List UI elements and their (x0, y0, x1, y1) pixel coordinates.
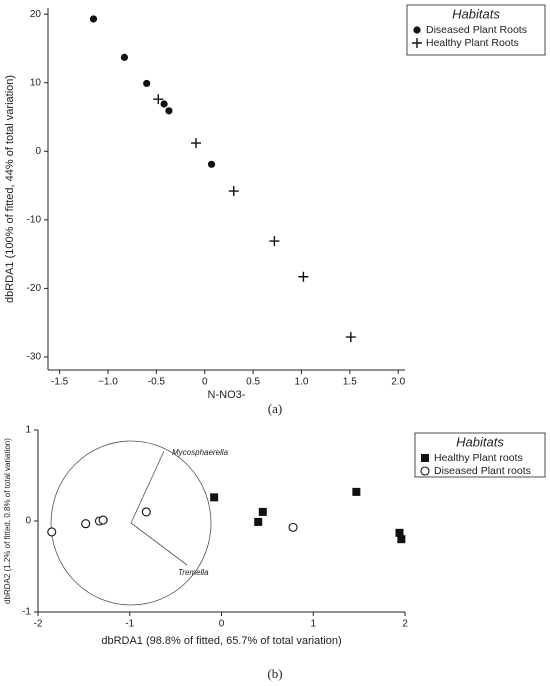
y-axis-label: dbRDA2 (1.2% of fitted, 0.8% of total va… (3, 438, 12, 604)
point (191, 138, 202, 149)
x-tick-label: 0 (202, 377, 208, 388)
point (421, 454, 429, 462)
point (298, 271, 309, 282)
chart: -1.5 −1.0 -0.5 0 0.5 1.0 1.5 2.0 20 10 0 -10 -20 -30 N… (4, 4, 546, 416)
point (412, 38, 422, 48)
x-tick-label: 0 (219, 619, 225, 630)
y-tick-label: 0 (35, 146, 41, 157)
point (207, 160, 216, 168)
point (254, 517, 263, 526)
point (160, 100, 168, 108)
y-tick-label: -1 (22, 607, 31, 618)
x-tick-label: −1.0 (98, 377, 118, 388)
legend-box (406, 4, 546, 56)
point (153, 94, 164, 105)
x-tick-label: -0.5 (148, 377, 166, 388)
point (345, 332, 356, 343)
x-tick-label: 1.0 (295, 377, 309, 388)
x-tick-label: 1 (310, 619, 316, 630)
caption: (a) (268, 401, 282, 416)
legend-label: Healthy Plant roots (434, 452, 523, 464)
caption: (b) (267, 666, 282, 681)
x-tick-label: 1.5 (343, 377, 357, 388)
legend-box (414, 432, 546, 478)
vector-arrow (130, 450, 165, 524)
x-tick-label: 2 (402, 619, 408, 630)
point (81, 519, 91, 529)
biplot-circle (50, 440, 212, 606)
y-tick-label: 1 (25, 425, 31, 436)
y-axis-label: dbRDA1 (100% of fitted, 44% of total var… (4, 75, 16, 303)
x-tick-label: -1.5 (51, 377, 69, 388)
point (89, 15, 98, 23)
y-tick-label: 0 (25, 516, 31, 527)
point (258, 507, 267, 516)
point (352, 487, 361, 496)
annotation: Tremella (178, 568, 209, 577)
x-tick-label: -2 (34, 619, 43, 630)
x-axis-label: N-NO3- (208, 389, 246, 401)
y-tick-label: -10 (27, 214, 42, 225)
point (120, 53, 129, 61)
legend-title: Habitats (456, 434, 504, 449)
x-axis-label: dbRDA1 (98.8% of fitted, 65.7% of total … (101, 635, 341, 647)
y-tick-label: -30 (27, 352, 42, 363)
point (210, 493, 219, 502)
legend-label: Healthy Plant Roots (426, 37, 519, 49)
point (395, 528, 404, 537)
legend-label: Diseased Plant Roots (426, 24, 527, 36)
x-tick-label: 0.5 (246, 377, 260, 388)
point (269, 236, 280, 247)
x-tick-label: 2.0 (391, 377, 405, 388)
point (420, 466, 430, 476)
point (98, 515, 108, 525)
point (397, 535, 406, 544)
point (47, 527, 57, 537)
point (413, 26, 421, 34)
legend-title: Habitats (452, 6, 500, 21)
y-tick-label: -20 (27, 283, 42, 294)
annotation: Mycosphaerella (172, 448, 229, 457)
point (141, 507, 151, 517)
y-tick-label: 20 (30, 9, 42, 20)
point (165, 107, 173, 115)
x-tick-label: -1 (125, 619, 134, 630)
vector-arrow (130, 522, 188, 566)
legend-label: Diseased Plant roots (434, 465, 531, 477)
y-tick-label: 10 (30, 77, 42, 88)
point (143, 79, 151, 88)
correlation-circle (50, 440, 212, 606)
point (288, 522, 298, 532)
point (228, 186, 239, 197)
